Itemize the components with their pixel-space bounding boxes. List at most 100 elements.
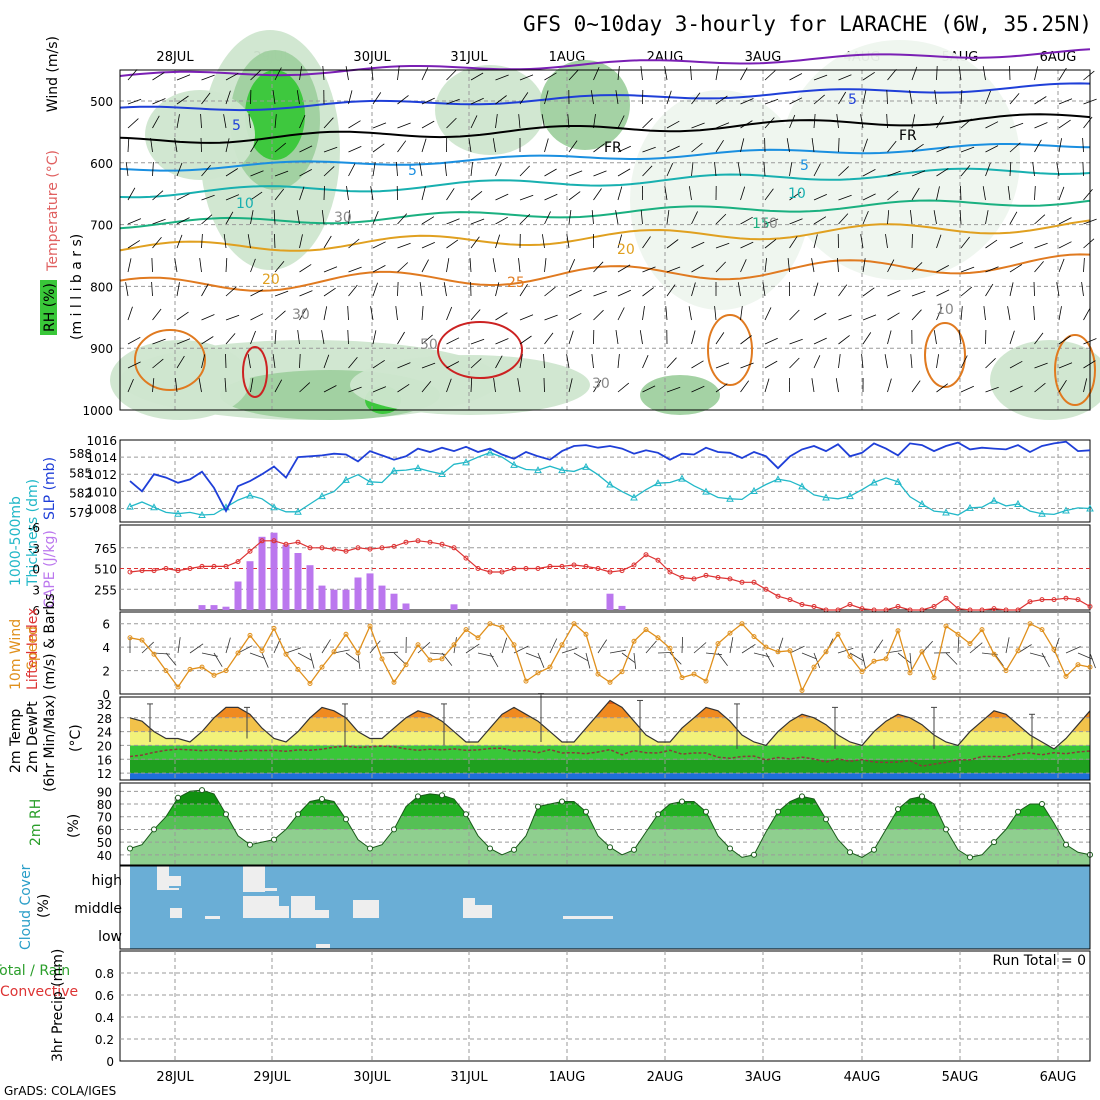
upper-wind-barb xyxy=(247,354,251,369)
pressure-tick-900: 900 xyxy=(90,342,113,356)
thickness-marker xyxy=(606,480,614,488)
upper-wind-barb xyxy=(689,186,692,201)
surface-wind-barb xyxy=(813,652,821,669)
cape-bar xyxy=(402,603,410,610)
upper-wind-barb xyxy=(127,378,134,393)
wind-speed-marker xyxy=(679,675,685,681)
upper-wind-barb xyxy=(813,194,827,201)
wind-speed-marker xyxy=(403,662,409,668)
wind-speed-marker xyxy=(835,631,841,637)
pressure-tick-1000: 1000 xyxy=(82,404,113,418)
upper-wind-barb xyxy=(789,357,800,369)
upper-wind-barb xyxy=(299,169,312,177)
thickness-marker xyxy=(126,502,134,510)
rh2m-marker xyxy=(247,841,253,848)
upper-wind-barb xyxy=(860,114,864,129)
upper-wind-barb xyxy=(396,161,398,177)
slp-axis-label: SLP (mb) xyxy=(42,457,58,520)
lifted-index-marker xyxy=(307,545,313,551)
upper-wind-barb xyxy=(789,309,800,321)
surface-wind-barb xyxy=(753,652,770,658)
surface-wind-barb xyxy=(765,652,775,668)
contour-label: 5 xyxy=(800,158,809,174)
lifted-index-marker xyxy=(751,579,757,585)
upper-wind-barb xyxy=(960,266,975,273)
upper-wind-barb xyxy=(666,284,676,297)
upper-wind-barb xyxy=(1082,137,1084,153)
wind-speed-marker xyxy=(1087,664,1093,670)
upper-wind-barb xyxy=(764,218,779,225)
cloud-cell xyxy=(353,900,379,918)
contour-label: 5 xyxy=(232,118,241,134)
millibars-axis-label: (m i l l i b a r s) xyxy=(69,234,85,340)
lifted-index-marker xyxy=(511,566,517,571)
upper-wind-barb xyxy=(911,66,918,81)
upper-wind-barb xyxy=(862,332,872,345)
contour-label: 10 xyxy=(788,186,806,202)
upper-wind-barb xyxy=(495,338,509,345)
temp-frame xyxy=(119,696,1091,781)
upper-wind-barb xyxy=(617,307,625,321)
precip-tick-0.6: 0.6 xyxy=(95,989,114,1003)
lifted-index-marker xyxy=(379,545,385,551)
upper-wind-barb xyxy=(764,307,772,321)
upper-wind-barb xyxy=(789,338,803,345)
wind-speed-marker xyxy=(391,679,397,685)
upper-wind-barb xyxy=(911,143,924,153)
upper-wind-barb xyxy=(936,65,938,81)
lifted-index-marker xyxy=(463,555,469,561)
surface-wind-barb xyxy=(789,645,805,654)
rh2m-marker xyxy=(271,836,277,843)
lifted-index-marker xyxy=(415,538,421,544)
thickness-marker xyxy=(270,503,278,511)
rh2m-marker xyxy=(871,846,877,853)
upper-wind-barb xyxy=(1056,162,1060,177)
upper-wind-barb xyxy=(933,330,937,345)
cloud-cells xyxy=(157,866,613,948)
upper-wind-barb xyxy=(321,210,325,225)
upper-wind-barb xyxy=(127,137,130,153)
contour-label: FR xyxy=(604,140,622,156)
bottom-date-5AUG: 5AUG xyxy=(942,1070,979,1085)
wind-speed-marker xyxy=(751,634,757,640)
wind-speed-marker xyxy=(1063,673,1069,679)
surface-wind-barb xyxy=(1029,652,1046,658)
cloud-level-middle: middle xyxy=(74,901,122,917)
bottom-date-2AUG: 2AUG xyxy=(647,1070,684,1085)
upper-wind-barb xyxy=(274,329,277,345)
upper-wind-barb xyxy=(495,114,498,129)
upper-wind-barb xyxy=(862,138,868,153)
thickness-marker xyxy=(558,466,566,474)
lifted-index-marker xyxy=(727,576,733,582)
temp-axis-label-a: 2m Temp xyxy=(8,709,24,773)
upper-wind-barb xyxy=(568,140,578,153)
upper-wind-barb xyxy=(666,239,679,249)
precip-tick-0.8: 0.8 xyxy=(95,967,114,981)
cloud-cell xyxy=(265,888,277,891)
slp-tick-1008: 1008 xyxy=(86,502,117,516)
upper-wind-barb xyxy=(591,210,594,225)
upper-wind-barb xyxy=(176,234,183,249)
upper-wind-barb xyxy=(495,74,509,81)
upper-wind-barb xyxy=(740,138,745,153)
rh2m-marker xyxy=(1015,808,1021,815)
upper-wind-barb xyxy=(566,234,570,249)
rh2m-marker xyxy=(943,826,949,833)
upper-wind-barb xyxy=(397,331,405,345)
cape-bar xyxy=(306,565,314,610)
cloud-cell xyxy=(463,898,475,918)
upper-wind-barb xyxy=(764,117,775,129)
upper-wind-barb xyxy=(666,120,680,129)
warm-contour-ring xyxy=(707,314,753,386)
upper-wind-barb xyxy=(299,353,301,369)
upper-wind-barb xyxy=(887,290,901,297)
cloud-cell xyxy=(169,876,181,886)
lifted-index-marker xyxy=(1039,597,1045,603)
upper-wind-barb xyxy=(323,306,328,321)
temp-tick-16: 16 xyxy=(97,753,112,767)
upper-wind-barb xyxy=(421,242,435,249)
upper-wind-barb xyxy=(740,306,743,321)
upper-wind-barb xyxy=(617,168,631,177)
cross-section-grid xyxy=(120,70,1090,410)
wind-speed-marker xyxy=(283,651,289,657)
